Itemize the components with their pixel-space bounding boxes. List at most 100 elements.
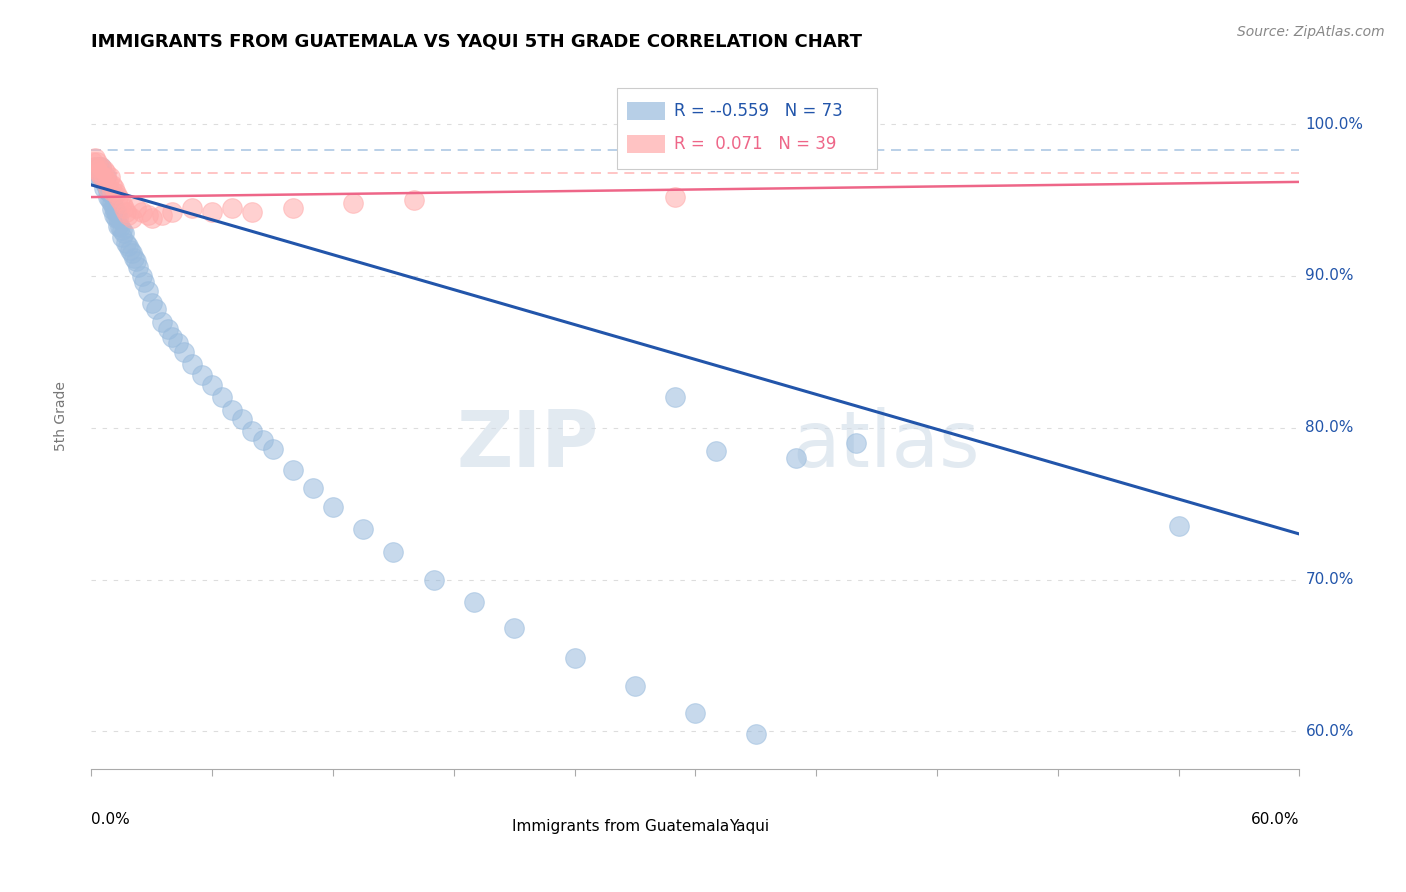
Point [90,160,112,174]
Point [104,186,127,200]
Point [173,344,195,359]
Point [90,160,112,174]
Point [127,260,149,274]
Point [402,193,425,207]
Point [94,166,117,180]
Point [107,190,129,204]
Text: 80.0%: 80.0% [1306,420,1354,435]
Point [121,246,143,260]
Bar [478,816,505,837]
Point [108,193,131,207]
Point [181,357,204,371]
Point [136,284,159,298]
Bar [696,816,723,837]
Point [704,443,727,458]
Point [107,211,129,226]
Point [131,268,153,283]
Point [745,727,768,741]
Point [96,175,118,189]
Text: Source: ZipAtlas.com: Source: ZipAtlas.com [1237,25,1385,39]
Point [302,482,325,496]
Point [93,162,115,177]
Point [114,235,136,250]
Point [122,251,145,265]
Point [322,500,344,514]
Point [150,208,173,222]
Point [141,211,163,226]
Point [96,190,118,204]
Point [86,162,108,177]
Point [84,160,107,174]
Point [112,201,135,215]
Text: 90.0%: 90.0% [1306,268,1354,284]
Point [117,208,139,222]
Point [167,335,190,350]
Text: IMMIGRANTS FROM GUATEMALA VS YAQUI 5TH GRADE CORRELATION CHART: IMMIGRANTS FROM GUATEMALA VS YAQUI 5TH G… [91,33,862,51]
Point [382,545,405,559]
Point [111,223,134,237]
Point [125,201,148,215]
Text: R = --0.559   N = 73: R = --0.559 N = 73 [673,102,842,120]
Point [86,162,108,177]
Point [96,184,118,198]
Text: Yaqui: Yaqui [730,819,769,834]
Point [94,170,117,185]
Point [664,190,686,204]
Point [191,368,214,382]
Point [503,621,526,635]
Point [107,219,129,233]
Point [84,166,107,180]
Point [112,227,135,241]
Point [281,463,304,477]
Point [231,411,253,425]
Point [100,196,122,211]
Point [96,181,118,195]
Point [221,402,243,417]
Point [94,178,117,192]
Bar [627,136,665,153]
Point [82,162,104,177]
Point [93,175,115,189]
Point [141,296,163,310]
Text: ZIP: ZIP [457,407,599,483]
Point [281,201,304,215]
Point [242,424,264,438]
Point [132,275,155,289]
Point [117,238,139,252]
Point [104,211,127,226]
Point [211,391,233,405]
Point [156,322,179,336]
Point [82,155,104,169]
Point [114,205,136,219]
Point [422,573,444,587]
Text: 0.0%: 0.0% [91,812,131,827]
Point [201,378,224,392]
Point [100,202,122,217]
Point [150,314,173,328]
Point [685,706,707,720]
Point [93,170,115,185]
Point [104,205,127,219]
Bar [617,88,876,169]
Point [845,436,868,450]
Point [136,208,159,222]
Point [86,169,108,183]
Point [93,181,115,195]
Point [564,651,586,665]
Point [664,391,686,405]
Point [463,595,485,609]
Point [98,170,121,185]
Point [98,186,121,200]
Point [160,205,183,219]
Point [252,433,274,447]
Text: 70.0%: 70.0% [1306,572,1354,587]
Text: atlas: atlas [792,407,980,483]
Point [125,253,148,268]
Point [103,201,125,215]
Point [111,229,134,244]
Point [201,205,224,219]
Point [90,169,112,183]
Point [103,181,125,195]
Bar [627,103,665,120]
Point [121,211,143,226]
